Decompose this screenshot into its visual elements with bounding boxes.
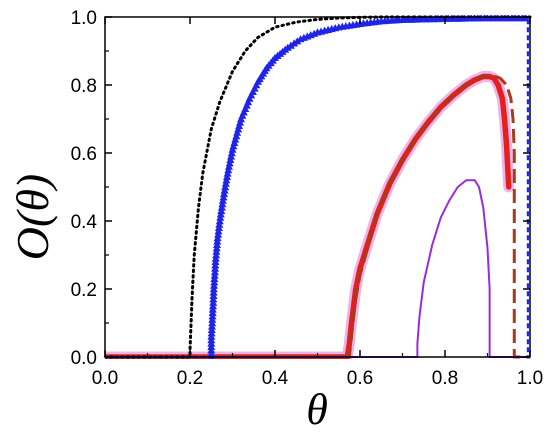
y-tick-label: 0.6 xyxy=(71,144,97,165)
series-line xyxy=(105,179,530,358)
series-marker xyxy=(521,15,530,22)
x-tick-label: 1.0 xyxy=(517,368,543,389)
series-layer xyxy=(105,15,532,359)
series-4-dashed xyxy=(105,73,530,359)
x-tick-label: 0.2 xyxy=(177,368,203,389)
series-2-solid xyxy=(105,179,530,358)
x-tick-label: 0.4 xyxy=(262,368,289,389)
x-tick-label: 0.6 xyxy=(347,368,373,389)
series-line xyxy=(105,73,512,359)
series-line xyxy=(105,15,532,359)
y-axis-label: O(θ) xyxy=(7,174,58,260)
x-axis-label: θ xyxy=(306,385,328,433)
series-marker xyxy=(290,39,299,47)
series-line xyxy=(105,16,530,359)
tick-labels: 0.0 0.2 0.4 0.6 0.8 1.0 0.0 0.2 0.4 0.6 0.8 1.0 xyxy=(71,8,544,389)
series-0-dotted xyxy=(105,15,532,359)
x-tick-label: 0.8 xyxy=(432,368,458,389)
series-3-thick-solid xyxy=(105,71,515,359)
y-tick-label: 0.4 xyxy=(71,212,98,233)
series-1-triangle-markers xyxy=(105,15,530,359)
axis-ticks xyxy=(104,16,531,358)
series-line xyxy=(105,73,530,359)
plot-frame xyxy=(104,16,531,358)
y-tick-label: 0.8 xyxy=(71,76,97,97)
y-tick-label: 0.2 xyxy=(71,280,97,301)
series-marker xyxy=(293,37,302,45)
series-line-halo xyxy=(105,71,515,359)
y-tick-label: 0.0 xyxy=(71,348,97,369)
x-tick-label: 0.0 xyxy=(92,368,118,389)
y-tick-label: 1.0 xyxy=(71,8,97,29)
